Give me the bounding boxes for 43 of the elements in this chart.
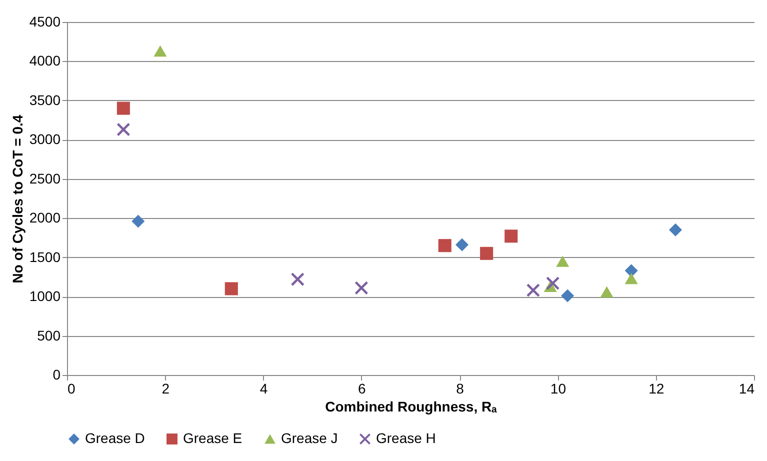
point bbox=[556, 256, 570, 267]
y-tick-label: 1000 bbox=[29, 288, 61, 304]
x-axis-title: Combined Roughness, Rₐ bbox=[325, 398, 498, 414]
x-tick-label: 0 bbox=[68, 380, 76, 396]
point bbox=[116, 102, 130, 115]
point bbox=[600, 286, 614, 298]
point bbox=[456, 238, 469, 252]
point bbox=[546, 276, 560, 290]
y-tick-label: 2000 bbox=[29, 210, 61, 226]
y-axis-title: No of Cycles to CoT = 0.4 bbox=[9, 114, 26, 284]
point bbox=[668, 223, 682, 236]
y-tick-label: 2500 bbox=[29, 170, 61, 186]
point bbox=[504, 230, 518, 243]
y-tick-label: 0 bbox=[52, 366, 61, 382]
point bbox=[132, 214, 145, 228]
point bbox=[561, 289, 574, 302]
y-tick-label: 1500 bbox=[29, 248, 61, 265]
point bbox=[354, 281, 368, 294]
x-tick-label: 14 bbox=[738, 380, 755, 396]
legend-label: Grease J bbox=[281, 430, 338, 446]
point bbox=[624, 272, 638, 284]
point bbox=[624, 264, 638, 278]
point bbox=[154, 45, 167, 57]
point bbox=[116, 122, 130, 136]
legend-label: Grease E bbox=[183, 430, 242, 446]
point bbox=[438, 239, 452, 252]
y-tick-label: 3500 bbox=[29, 92, 61, 108]
legend-label: Grease H bbox=[376, 430, 436, 446]
point bbox=[291, 272, 304, 286]
x-tick-label: 6 bbox=[358, 380, 366, 396]
y-tick-label: 3000 bbox=[29, 131, 61, 148]
x-tick-label: 10 bbox=[550, 380, 566, 396]
y-tick-label: 4000 bbox=[29, 52, 61, 69]
y-tick-label: 4500 bbox=[29, 14, 61, 30]
point bbox=[526, 284, 540, 297]
x-tick-label: 12 bbox=[648, 380, 664, 396]
point bbox=[480, 246, 494, 260]
x-tick-label: 2 bbox=[162, 380, 170, 396]
y-tick-label: 500 bbox=[37, 327, 61, 344]
point bbox=[224, 282, 238, 296]
x-tick-label: 4 bbox=[260, 380, 268, 396]
x-tick-label: 8 bbox=[456, 380, 464, 396]
legend-label: Grease D bbox=[85, 430, 145, 446]
